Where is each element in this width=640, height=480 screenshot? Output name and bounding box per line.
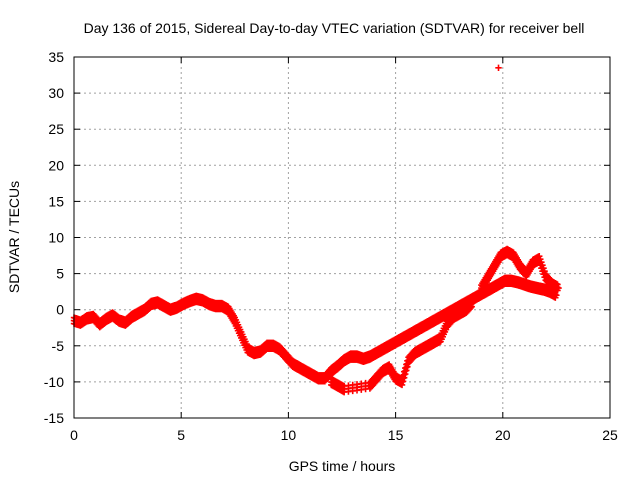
y-tick-label: 20 — [48, 157, 64, 173]
x-tick-label: 0 — [70, 427, 78, 443]
chart-title: Day 136 of 2015, Sidereal Day-to-day VTE… — [84, 20, 585, 36]
data-points — [70, 64, 562, 396]
y-axis-label: SDTVAR / TECUs — [6, 181, 22, 293]
data-point — [555, 284, 562, 292]
data-point — [403, 367, 410, 374]
y-tick-label: -5 — [52, 338, 65, 354]
x-tick-label: 5 — [177, 427, 185, 443]
y-tick-label: 15 — [48, 193, 64, 209]
data-point — [554, 281, 561, 288]
y-tick-label: 10 — [48, 230, 64, 246]
plot-frame — [73, 56, 611, 419]
data-point — [400, 374, 408, 381]
series-outlier — [495, 64, 502, 72]
y-tick-label: 0 — [56, 302, 64, 318]
data-point — [539, 261, 546, 269]
x-tick-label: 15 — [388, 427, 404, 443]
y-tick-label: 5 — [56, 266, 64, 282]
data-point — [404, 363, 411, 371]
series-upper-segments — [478, 245, 562, 295]
y-tick-label: -15 — [44, 410, 64, 426]
x-tick-label: 10 — [281, 427, 297, 443]
data-point — [536, 252, 543, 260]
y-tick-label: 30 — [48, 85, 64, 101]
x-axis-label: GPS time / hours — [289, 458, 396, 474]
x-tick-label: 20 — [495, 427, 511, 443]
y-tick-label: 25 — [48, 121, 64, 137]
data-point — [495, 64, 502, 72]
data-point — [468, 303, 475, 310]
y-tick-label: -10 — [44, 374, 64, 390]
data-point — [537, 255, 544, 263]
data-point — [538, 258, 545, 266]
data-point — [541, 268, 548, 275]
series-main-track — [70, 274, 560, 385]
data-point — [402, 370, 409, 378]
data-point — [467, 304, 474, 312]
data-point — [398, 381, 406, 389]
y-tick-label: 35 — [48, 49, 64, 65]
data-point — [540, 264, 547, 272]
x-tick-label: 25 — [602, 427, 618, 443]
data-point — [399, 378, 407, 385]
data-point — [469, 299, 476, 306]
series-afternoon-segments — [328, 297, 476, 396]
data-point — [553, 292, 560, 299]
